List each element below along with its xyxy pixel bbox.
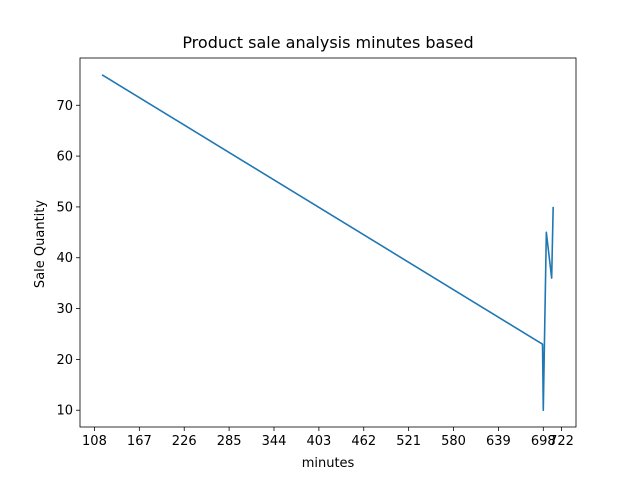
x-tick-label: 580 bbox=[441, 434, 466, 449]
x-tick-label: 403 bbox=[306, 434, 331, 449]
x-tick-label: 462 bbox=[351, 434, 376, 449]
y-tick-label: 70 bbox=[56, 99, 73, 114]
y-tick-label: 40 bbox=[56, 251, 73, 266]
y-tick-label: 10 bbox=[56, 404, 73, 419]
x-tick-label: 521 bbox=[396, 434, 421, 449]
y-tick-label: 30 bbox=[56, 302, 73, 317]
axes-frame bbox=[79, 57, 577, 428]
x-tick-label: 108 bbox=[82, 434, 107, 449]
x-tick-label: 285 bbox=[217, 434, 242, 449]
x-tick-label: 722 bbox=[549, 434, 574, 449]
series-line bbox=[101, 74, 554, 412]
x-tick-label: 226 bbox=[172, 434, 197, 449]
x-axis-label: minutes bbox=[302, 456, 355, 471]
y-tick-label: 60 bbox=[56, 150, 73, 165]
y-axis-label: Sale Quantity bbox=[33, 200, 48, 288]
x-tick-label: 344 bbox=[262, 434, 287, 449]
x-tick-label: 167 bbox=[127, 434, 152, 449]
y-tick-label: 50 bbox=[56, 200, 73, 215]
y-tick-label: 20 bbox=[56, 353, 73, 368]
x-tick-label: 639 bbox=[486, 434, 511, 449]
chart-title: Product sale analysis minutes based bbox=[182, 33, 473, 52]
x-tick-label: 698 bbox=[531, 434, 556, 449]
